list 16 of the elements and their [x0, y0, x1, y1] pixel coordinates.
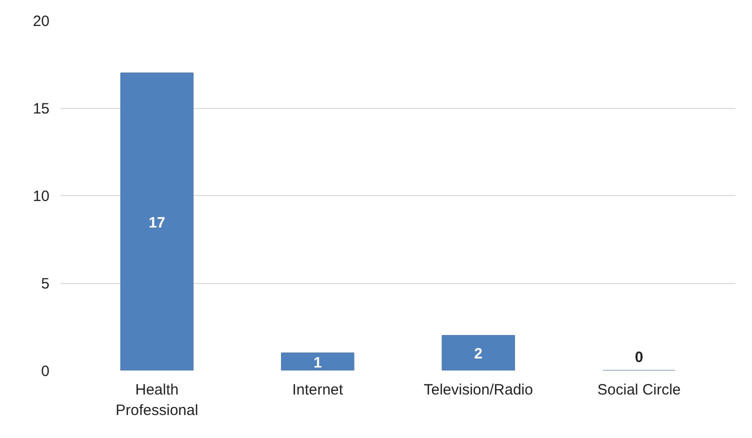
data-label: 0	[634, 349, 644, 366]
data-label: 2	[474, 346, 483, 362]
y-tick-label: 0	[41, 363, 50, 380]
y-tick-label: 5	[41, 276, 50, 292]
y-tick-label: 10	[32, 188, 50, 205]
y-tick-label: 15	[32, 100, 50, 118]
bar	[280, 352, 354, 370]
data-label: 1	[313, 354, 322, 372]
x-tick-label: Health Professional	[116, 382, 198, 419]
y-tick-label: 20	[32, 13, 50, 30]
bar	[120, 72, 194, 370]
x-tick-label: Internet	[292, 382, 344, 398]
x-tick-label: Television/Radio	[424, 382, 533, 398]
bar	[442, 335, 516, 370]
data-label: 17	[148, 214, 166, 232]
x-tick-label: Social Circle	[597, 382, 681, 398]
